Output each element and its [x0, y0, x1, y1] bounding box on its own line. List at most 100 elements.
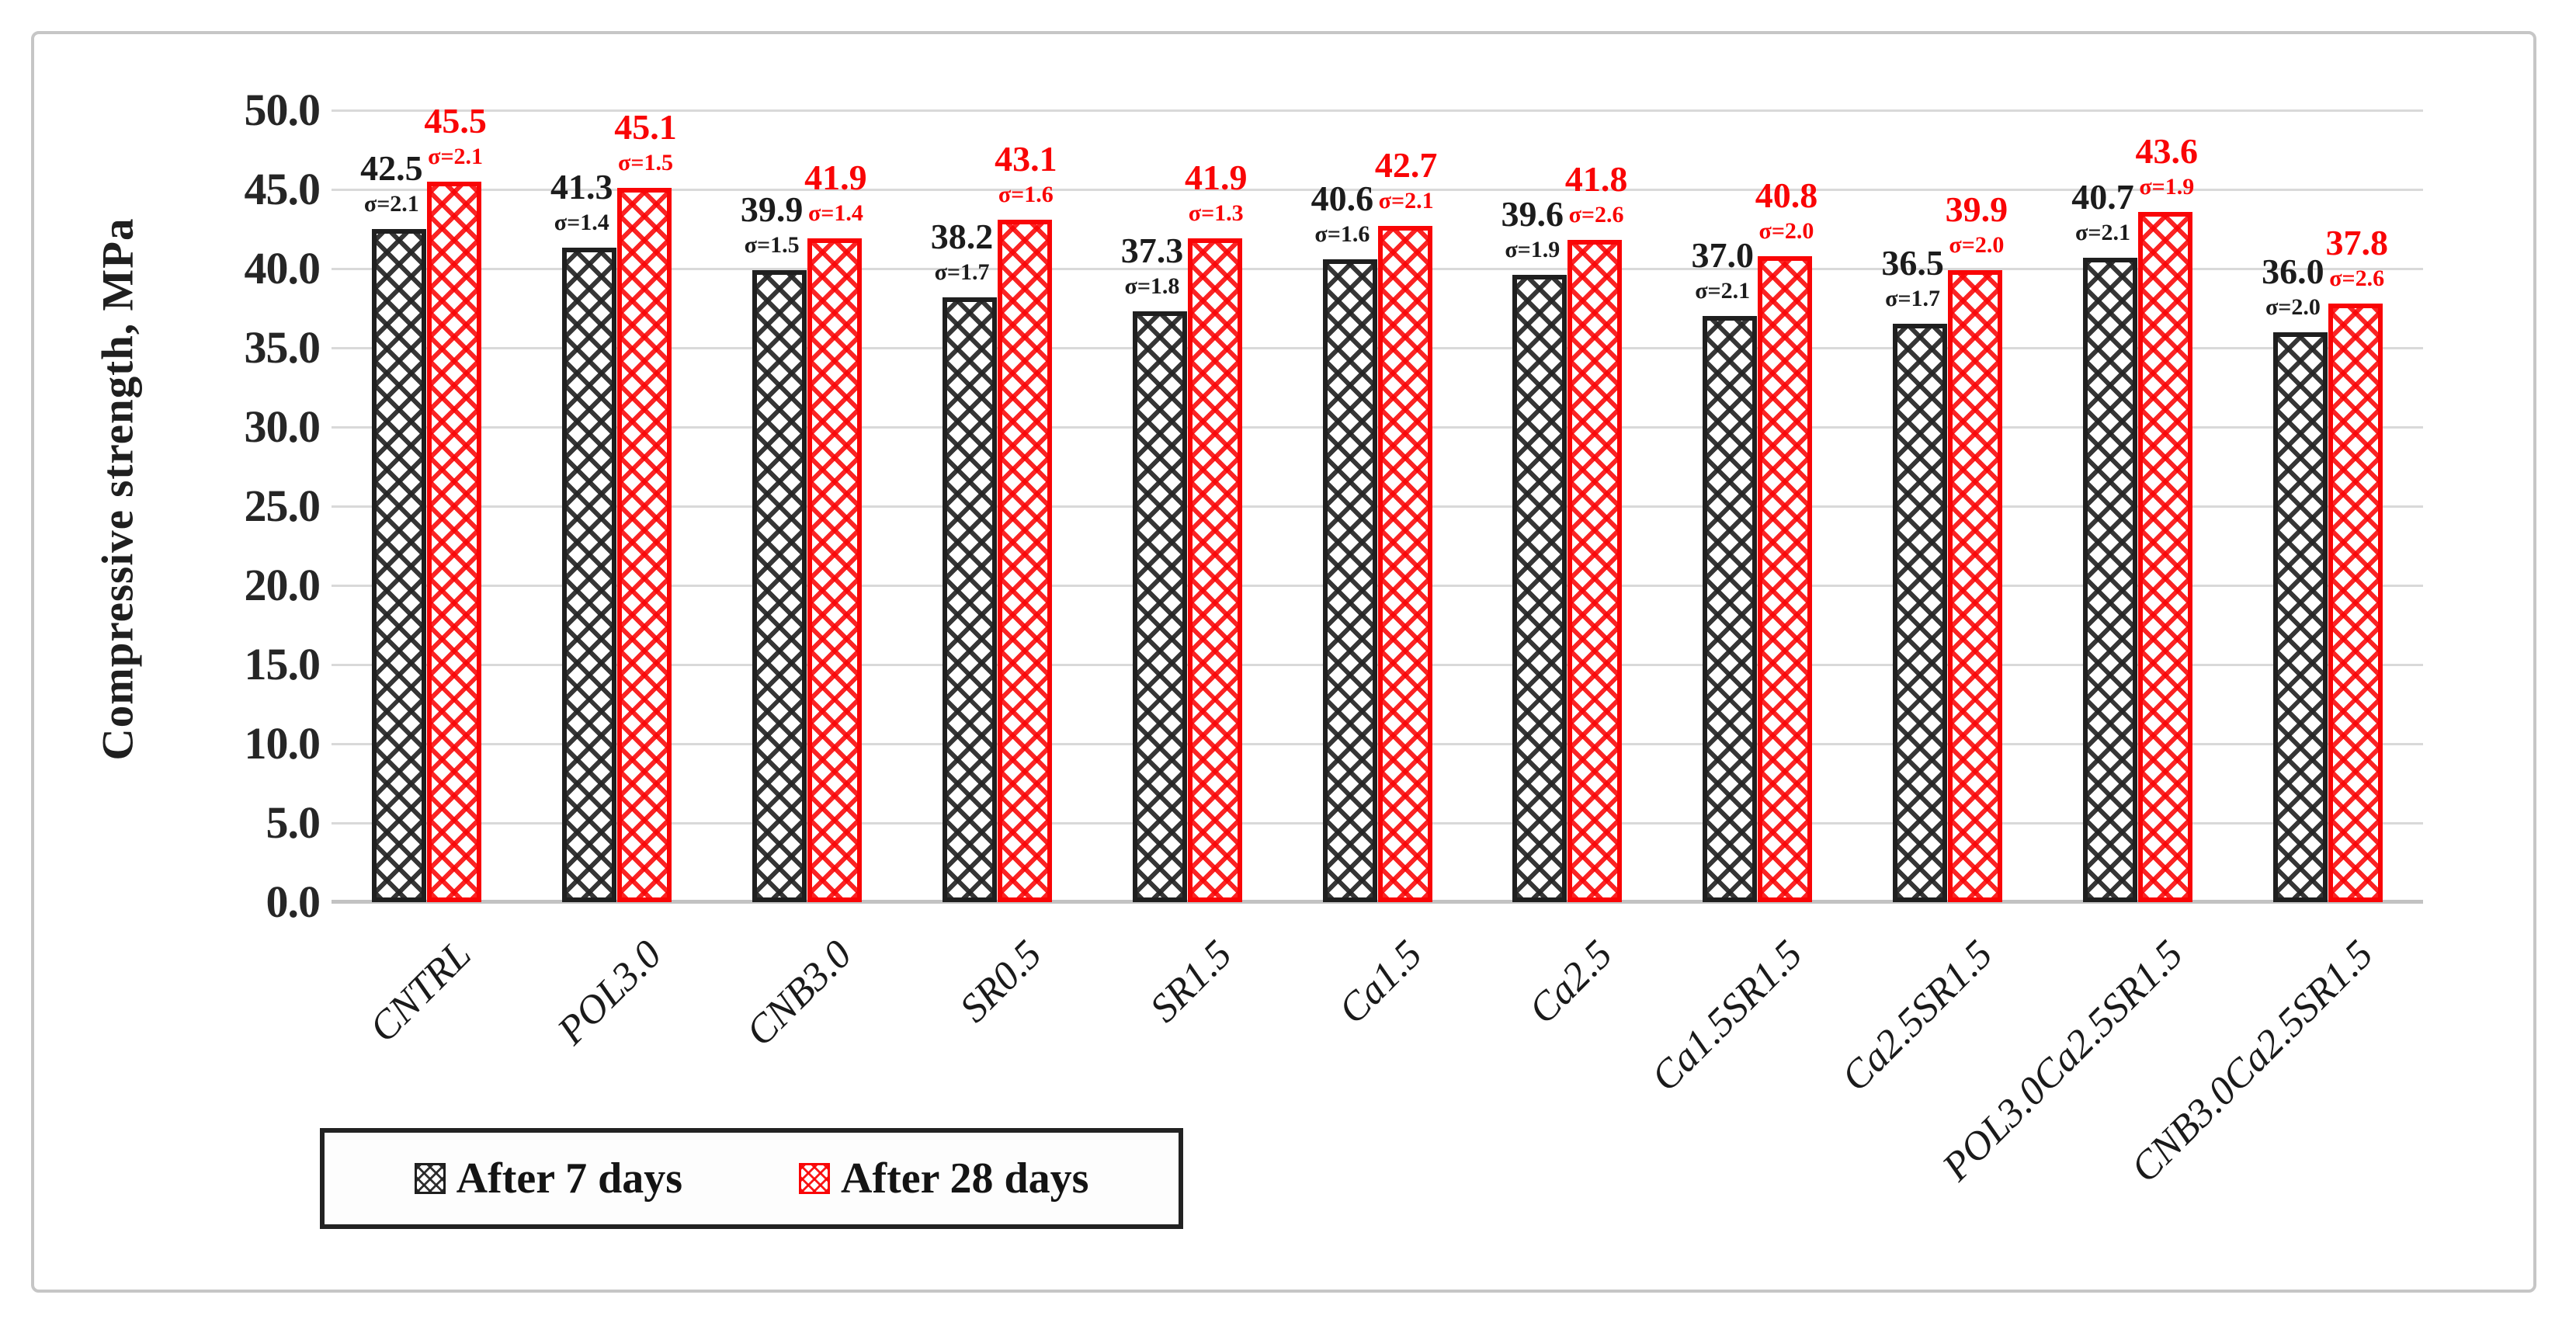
sigma-label: σ=2.1	[363, 191, 419, 217]
value-label: 41.9	[804, 158, 867, 198]
bar-Ca2.5-7d	[1512, 275, 1567, 902]
y-tick-label-0.0: 0.0	[266, 877, 321, 927]
bar-POL3.0-28d	[616, 187, 672, 902]
value-label: 43.1	[995, 138, 1057, 179]
y-tick-label-20.0: 20.0	[244, 560, 321, 610]
sigma-label: σ=1.9	[1505, 237, 1561, 263]
value-label: 36.0	[2262, 251, 2324, 291]
bar-group-Ca2.5: 39.6 σ=1.9 41.8 σ=2.6	[1472, 110, 1662, 902]
gridline-20.0	[332, 584, 2423, 587]
sigma-label: σ=2.6	[1568, 202, 1624, 228]
sigma-label: σ=2.0	[1949, 232, 2005, 259]
value-label: 42.5	[360, 148, 423, 188]
y-tick-label-10.0: 10.0	[244, 718, 321, 769]
data-label-stack-POL3.0Ca2.5SR1.5-7d: 40.7 σ=2.1	[2071, 177, 2134, 247]
data-label-stack-SR0.5-28d: 43.1 σ=1.6	[995, 139, 1057, 209]
legend-swatch-after-7-days-icon	[414, 1163, 446, 1194]
data-label-stack-CNTRL-7d: 42.5 σ=2.1	[360, 148, 422, 218]
data-label-stack-Ca1.5SR1.5-7d: 37.0 σ=2.1	[1691, 235, 1754, 305]
x-axis-line	[332, 900, 2423, 904]
value-label: 45.5	[424, 100, 487, 141]
data-label-stack-CNB3.0-7d: 39.9 σ=1.5	[741, 189, 803, 259]
bar-POL3.0Ca2.5SR1.5-7d	[2083, 257, 2138, 902]
sigma-label: σ=1.8	[1124, 273, 1180, 300]
data-label-stack-SR0.5-7d: 38.2 σ=1.7	[931, 217, 994, 286]
data-label-stack-POL3.0-28d: 45.1 σ=1.5	[614, 107, 677, 177]
bar-SR0.5-7d	[942, 297, 997, 902]
bar-POL3.0-7d	[561, 248, 616, 902]
bar-Ca2.5SR1.5-7d	[1893, 324, 1948, 902]
sigma-label: σ=1.7	[934, 259, 990, 285]
bar-CNB3.0Ca2.5SR1.5-28d	[2328, 303, 2383, 902]
legend-entry-after-7-days: After 7 days	[414, 1154, 682, 1203]
sigma-label: σ=2.1	[2075, 219, 2130, 245]
bar-group-SR1.5: 37.3 σ=1.8 41.9 σ=1.3	[1092, 110, 1283, 902]
value-label: 39.6	[1501, 194, 1564, 234]
gridline-40.0	[332, 267, 2423, 270]
y-tick-label-5.0: 5.0	[266, 797, 321, 848]
bar-group-CNTRL: 42.5 σ=2.1 45.5 σ=2.1	[332, 101, 522, 902]
value-label: 40.8	[1755, 175, 1818, 215]
data-label-stack-SR1.5-28d: 41.9 σ=1.3	[1185, 158, 1248, 227]
bar-Ca2.5-28d	[1567, 240, 1623, 902]
bar-CNB3.0Ca2.5SR1.5-7d	[2273, 332, 2328, 902]
legend-swatch-after-28-days-icon	[799, 1163, 830, 1194]
data-label-stack-Ca1.5SR1.5-28d: 40.8 σ=2.0	[1755, 175, 1818, 245]
sigma-label: σ=2.0	[2265, 293, 2321, 320]
bar-CNTRL-7d	[372, 229, 426, 902]
bar-group-Ca2.5SR1.5: 36.5 σ=1.7 39.9 σ=2.0	[1852, 110, 2043, 902]
data-label-stack-Ca2.5-28d: 41.8 σ=2.6	[1565, 159, 1628, 229]
y-tick-label-25.0: 25.0	[244, 481, 321, 531]
data-label-stack-SR1.5-7d: 37.3 σ=1.8	[1121, 231, 1184, 300]
data-label-stack-Ca1.5-28d: 42.7 σ=2.1	[1375, 145, 1438, 215]
bar-Ca1.5-28d	[1377, 225, 1432, 902]
value-label: 40.7	[2071, 176, 2134, 217]
data-label-stack-Ca1.5-7d: 40.6 σ=1.6	[1311, 179, 1374, 248]
y-tick-label-50.0: 50.0	[244, 85, 321, 135]
data-label-stack-CNB3.0-28d: 41.9 σ=1.4	[804, 158, 867, 227]
bar-CNB3.0-28d	[807, 238, 862, 902]
value-label: 43.6	[2135, 130, 2199, 171]
data-label-stack-Ca2.5SR1.5-7d: 36.5 σ=1.7	[1881, 243, 1944, 313]
sigma-label: σ=1.7	[1885, 286, 1941, 312]
sigma-label: σ=2.1	[1378, 187, 1434, 213]
gridline-45.0	[332, 188, 2423, 191]
value-label: 45.1	[614, 106, 677, 147]
value-label: 41.3	[550, 167, 613, 207]
data-label-stack-CNB3.0Ca2.5SR1.5-28d: 37.8 σ=2.6	[2325, 223, 2388, 293]
gridline-30.0	[332, 425, 2423, 429]
value-label: 36.5	[1881, 243, 1944, 283]
gridline-15.0	[332, 663, 2423, 666]
value-label: 39.9	[740, 189, 804, 230]
value-label: 38.2	[930, 216, 994, 256]
value-label: 37.3	[1120, 231, 1184, 271]
legend: After 7 days After 28 days	[320, 1128, 1183, 1229]
data-label-stack-POL3.0Ca2.5SR1.5-28d: 43.6 σ=1.9	[2136, 131, 2199, 201]
sigma-label: σ=1.6	[998, 181, 1054, 207]
y-tick-label-30.0: 30.0	[244, 401, 321, 452]
value-label: 41.8	[1564, 159, 1628, 200]
data-label-stack-Ca2.5SR1.5-28d: 39.9 σ=2.0	[1946, 189, 2008, 259]
bar-SR0.5-28d	[997, 219, 1052, 902]
value-label: 39.9	[1945, 189, 2008, 230]
gridline-10.0	[332, 742, 2423, 745]
bar-Ca1.5SR1.5-7d	[1703, 316, 1758, 902]
y-tick-label-15.0: 15.0	[244, 639, 321, 689]
gridline-50.0	[332, 109, 2423, 112]
sigma-label: σ=2.6	[2329, 265, 2385, 291]
bar-group-POL3.0Ca2.5SR1.5: 40.7 σ=2.1 43.6 σ=1.9	[2043, 110, 2233, 902]
y-tick-label-35.0: 35.0	[244, 322, 321, 373]
legend-label-after-28-days: After 28 days	[841, 1154, 1089, 1203]
gridline-35.0	[332, 346, 2423, 349]
sigma-label: σ=1.5	[618, 149, 673, 175]
bar-Ca1.5SR1.5-28d	[1758, 255, 1813, 902]
legend-entry-after-28-days: After 28 days	[799, 1154, 1088, 1203]
bar-group-Ca1.5SR1.5: 37.0 σ=2.1 40.8 σ=2.0	[1662, 110, 1852, 902]
sigma-label: σ=2.0	[1758, 217, 1814, 244]
gridline-25.0	[332, 505, 2423, 508]
bar-Ca2.5SR1.5-28d	[1948, 270, 2003, 902]
bar-CNB3.0-7d	[752, 270, 807, 902]
y-tick-label-45.0: 45.0	[244, 164, 321, 214]
sigma-label: σ=1.5	[744, 232, 800, 259]
